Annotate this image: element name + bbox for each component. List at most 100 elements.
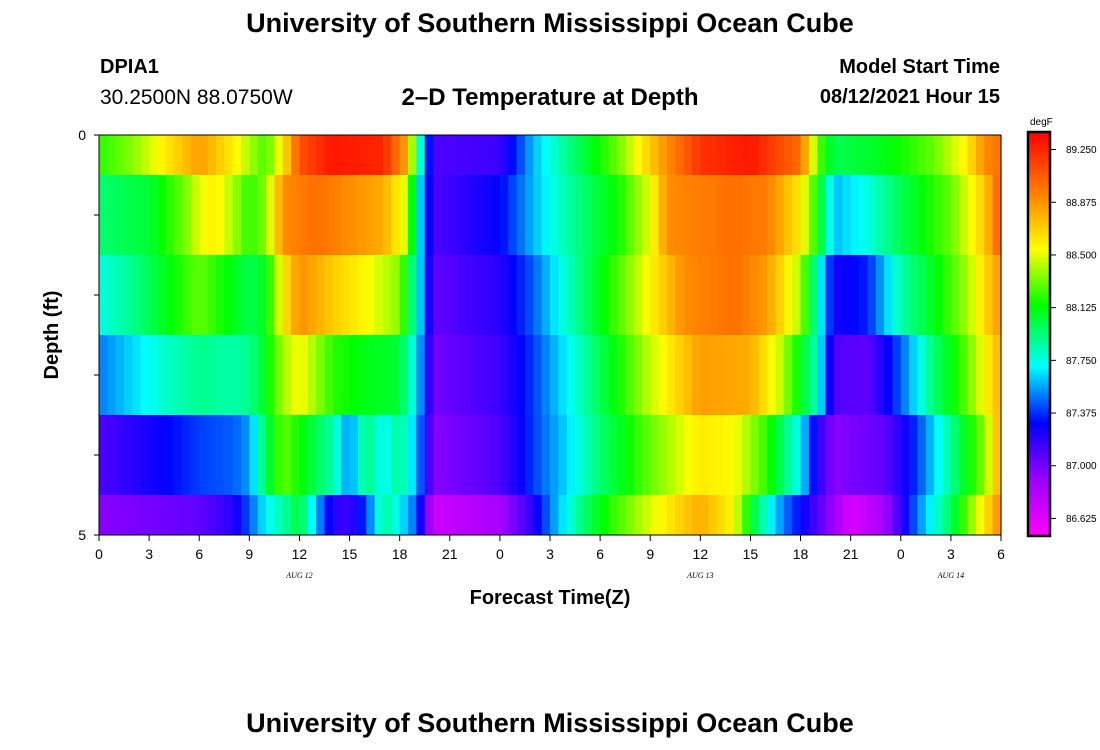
heat-cell [758, 255, 768, 336]
heat-cell [399, 335, 409, 416]
heat-cell [491, 175, 501, 256]
heat-cell [691, 495, 701, 536]
heat-cell [165, 495, 175, 536]
heat-cell [449, 255, 459, 336]
heat-cell [616, 135, 626, 176]
heat-cell [174, 335, 184, 416]
heat-cell [708, 175, 718, 256]
heat-cell [107, 335, 117, 416]
heat-cell [157, 255, 167, 336]
heat-cell [324, 415, 334, 496]
heat-cell [658, 135, 668, 176]
heat-cell [833, 415, 843, 496]
heat-cell [190, 255, 200, 336]
heat-cell [808, 175, 818, 256]
heat-cell [691, 175, 701, 256]
heat-cell [892, 135, 902, 176]
heat-cell [675, 415, 685, 496]
heat-cell [249, 135, 259, 176]
heat-cell [850, 135, 860, 176]
heat-cell [825, 415, 835, 496]
heat-cell [357, 495, 367, 536]
heat-cell [274, 335, 284, 416]
heat-cell [683, 495, 693, 536]
heat-cell [633, 135, 643, 176]
footer-title: University of Southern Mississippi Ocean… [246, 708, 854, 738]
heat-cell [742, 415, 752, 496]
heat-cell [483, 255, 493, 336]
heat-cell [600, 335, 610, 416]
heat-cell [984, 175, 994, 256]
heat-cell [516, 415, 526, 496]
heat-cell [257, 495, 267, 536]
heat-cell [867, 175, 877, 256]
heat-cell [190, 135, 200, 176]
heat-cell [132, 335, 142, 416]
heat-cell [182, 495, 192, 536]
heat-cell [99, 415, 108, 496]
heat-cell [199, 415, 209, 496]
heat-cell [424, 135, 434, 176]
heat-cell [892, 335, 902, 416]
heat-cell [458, 175, 468, 256]
heat-cell [900, 255, 910, 336]
heat-cell [575, 255, 585, 336]
heat-cell [366, 335, 376, 416]
heat-cell [900, 175, 910, 256]
heat-cell [215, 255, 225, 336]
heat-cell [666, 335, 676, 416]
heat-cell [600, 415, 610, 496]
x-axis-label: Forecast Time(Z) [470, 587, 631, 609]
heat-cell [382, 495, 392, 536]
heat-cell [717, 415, 726, 496]
heat-cell [666, 255, 676, 336]
heat-cell [808, 135, 818, 176]
heat-cell [775, 255, 785, 336]
heat-cell [934, 415, 944, 496]
heat-cell [149, 335, 159, 416]
heat-cell [357, 415, 367, 496]
heat-cell [282, 255, 292, 336]
heat-cell [107, 175, 117, 256]
heat-cell [925, 335, 935, 416]
heat-cell [382, 335, 392, 416]
heat-cell [666, 175, 676, 256]
heat-cell [316, 135, 326, 176]
heat-cell [491, 495, 501, 536]
heat-cell [808, 255, 818, 336]
heat-cell [441, 415, 451, 496]
heat-cell [808, 335, 818, 416]
heat-cell [416, 135, 426, 176]
heat-cell [524, 415, 534, 496]
heat-cell [533, 175, 543, 256]
x-axis: 0 3 6 9 12 15 18 21 0 3 6 9 12 15 18 21 0 3 6 AUG 12 AUG 13 A… [95, 535, 1005, 580]
heat-cell [892, 175, 902, 256]
heat-cell [875, 255, 885, 336]
heat-cell [207, 135, 217, 176]
heat-cell [850, 415, 860, 496]
heat-cell [215, 335, 225, 416]
heat-cell [800, 255, 810, 336]
heat-cell [750, 255, 760, 336]
heat-cell [341, 255, 351, 336]
heat-cell [775, 415, 785, 496]
heat-cell [374, 335, 384, 416]
heat-cell [917, 135, 927, 176]
heat-cell [316, 415, 326, 496]
heat-cell [992, 415, 1002, 496]
heat-cell [975, 335, 985, 416]
heat-cell [374, 415, 384, 496]
heat-cell [975, 255, 985, 336]
heat-cell [424, 415, 434, 496]
heat-cell [683, 415, 693, 496]
x-tick-label: 6 [195, 546, 203, 562]
heat-cell [909, 135, 919, 176]
heat-cell [199, 175, 209, 256]
heat-cell [984, 415, 994, 496]
x-tick-label: 21 [843, 546, 859, 562]
heat-cell [240, 175, 250, 256]
heat-cell [934, 495, 944, 536]
heat-cell [792, 495, 802, 536]
heat-cell [190, 175, 200, 256]
heat-cell [917, 255, 927, 336]
